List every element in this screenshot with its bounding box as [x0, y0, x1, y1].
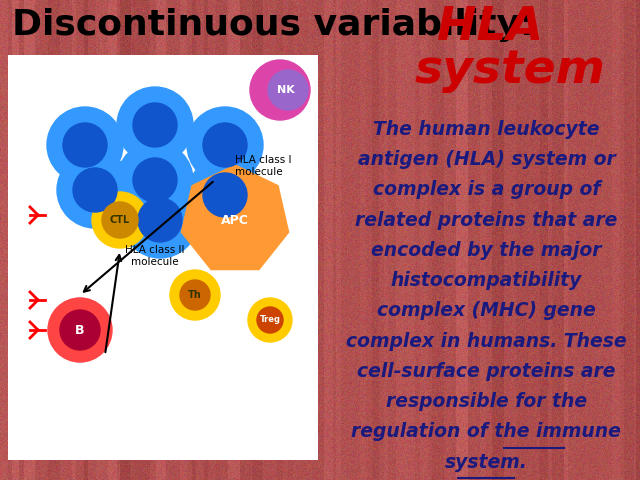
- Circle shape: [203, 173, 247, 217]
- Bar: [8, 55, 318, 460]
- Circle shape: [170, 270, 220, 320]
- Circle shape: [92, 192, 148, 248]
- Circle shape: [248, 298, 292, 342]
- Text: APC: APC: [221, 214, 249, 227]
- Text: NK: NK: [277, 85, 295, 95]
- Circle shape: [203, 123, 247, 167]
- Circle shape: [133, 158, 177, 202]
- Text: HLA class I
molecule: HLA class I molecule: [235, 155, 291, 177]
- Circle shape: [122, 182, 198, 258]
- Circle shape: [180, 280, 210, 310]
- Circle shape: [47, 107, 123, 183]
- Text: encoded by the major: encoded by the major: [371, 241, 602, 260]
- Circle shape: [73, 168, 117, 212]
- Circle shape: [187, 157, 263, 233]
- Text: related proteins that are: related proteins that are: [355, 211, 618, 230]
- Text: CTL: CTL: [110, 215, 130, 225]
- Text: system: system: [415, 48, 605, 93]
- Circle shape: [250, 60, 310, 120]
- Circle shape: [268, 70, 308, 110]
- Text: HLA class II
molecule: HLA class II molecule: [125, 245, 185, 266]
- Circle shape: [117, 142, 193, 218]
- Text: cell-surface proteins are: cell-surface proteins are: [357, 362, 616, 381]
- Circle shape: [102, 202, 138, 238]
- Text: histocompatibility: histocompatibility: [390, 271, 582, 290]
- Text: complex in humans. These: complex in humans. These: [346, 332, 627, 351]
- Circle shape: [57, 152, 133, 228]
- Circle shape: [138, 198, 182, 242]
- Circle shape: [48, 298, 112, 362]
- Text: immune: immune: [385, 422, 588, 442]
- Text: HLA: HLA: [437, 5, 543, 50]
- Circle shape: [187, 107, 263, 183]
- Text: Th: Th: [188, 290, 202, 300]
- Text: system.: system.: [445, 453, 528, 472]
- Circle shape: [257, 307, 283, 333]
- Text: Discontinuous variability:: Discontinuous variability:: [12, 8, 534, 42]
- Text: regulation of the immune: regulation of the immune: [351, 422, 621, 442]
- Text: antigen (HLA) system or: antigen (HLA) system or: [358, 150, 615, 169]
- Text: responsible for the: responsible for the: [386, 392, 587, 411]
- Text: Treg: Treg: [259, 315, 280, 324]
- Circle shape: [133, 103, 177, 147]
- Text: complex (MHC) gene: complex (MHC) gene: [377, 301, 596, 321]
- Text: B: B: [76, 324, 84, 336]
- Circle shape: [60, 310, 100, 350]
- Circle shape: [117, 87, 193, 163]
- Circle shape: [63, 123, 107, 167]
- Text: complex is a group of: complex is a group of: [372, 180, 600, 200]
- Text: The human leukocyte: The human leukocyte: [373, 120, 600, 139]
